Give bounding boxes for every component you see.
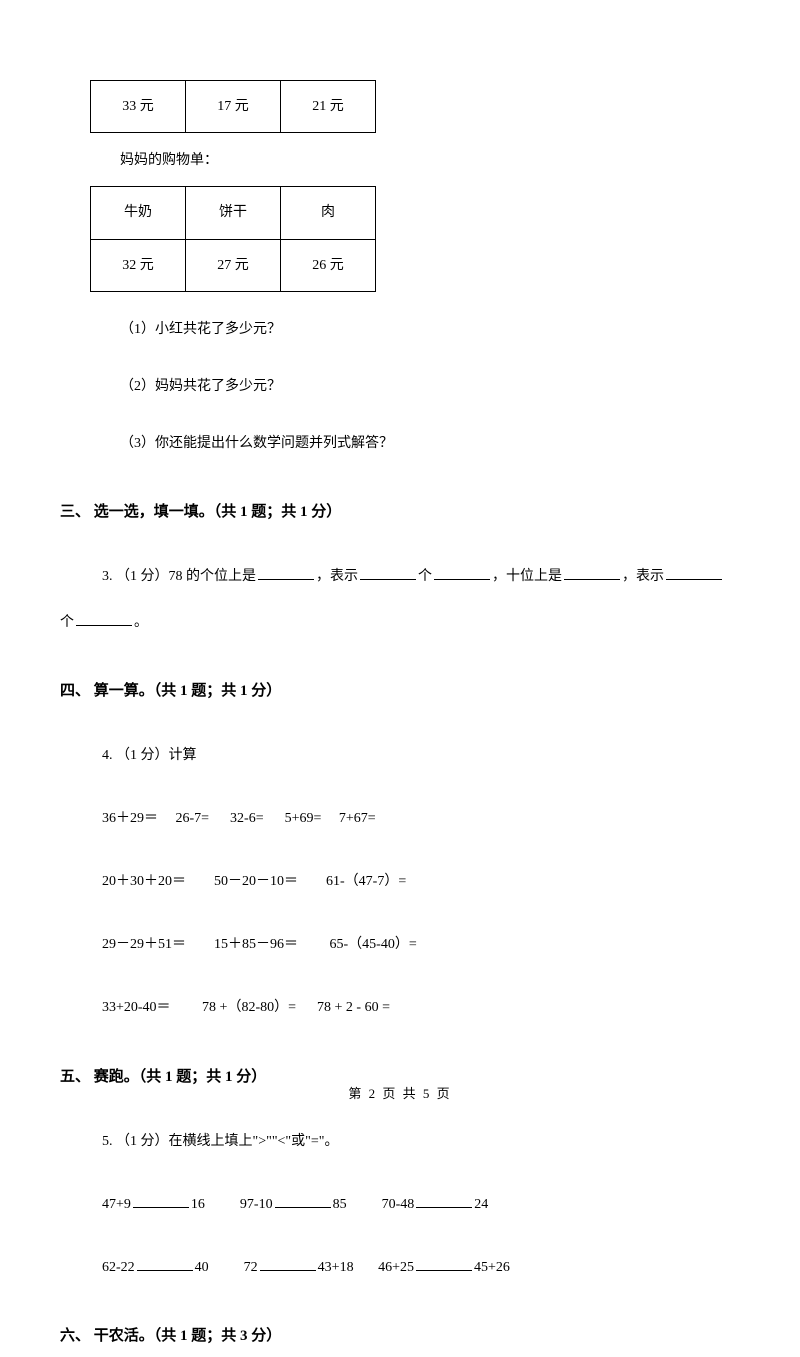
expr: 62-22 — [102, 1260, 135, 1275]
blank — [360, 566, 416, 580]
q3-text: 。 — [134, 615, 148, 630]
val: 45+26 — [474, 1260, 510, 1275]
sub-question-3: （3）你还能提出什么数学问题并列式解答？ — [120, 424, 740, 463]
blank — [275, 1194, 331, 1208]
table-cell: 27 元 — [186, 239, 281, 291]
table-cell: 17 元 — [186, 81, 281, 133]
section-3-heading: 三、 选一选，填一填。（共 1 题；共 1 分） — [60, 491, 740, 533]
expr: 97-10 — [240, 1197, 273, 1212]
expr: 46+25 — [378, 1260, 414, 1275]
question-3-cont: 个。 — [60, 603, 740, 642]
val: 24 — [474, 1197, 488, 1212]
expr: 70-48 — [382, 1197, 415, 1212]
table-cell: 牛奶 — [91, 187, 186, 239]
table-cell: 26 元 — [281, 239, 376, 291]
equation-row: 29－29＋51＝ 15＋85－96＝ 65-（45-40）= — [102, 925, 740, 964]
expr: 47+9 — [102, 1197, 131, 1212]
blank — [666, 566, 722, 580]
price-table-1: 33 元 17 元 21 元 — [90, 80, 376, 133]
val: 85 — [333, 1197, 347, 1212]
table-cell: 21 元 — [281, 81, 376, 133]
blank — [76, 612, 132, 626]
question-3: 3. （1 分）78 的个位上是 ，表示 个 ，十位上是 ，表示 — [102, 557, 740, 596]
table-cell: 饼干 — [186, 187, 281, 239]
blank — [416, 1194, 472, 1208]
table-caption: 妈妈的购物单： — [120, 141, 740, 180]
table-cell: 33 元 — [91, 81, 186, 133]
blank — [416, 1257, 472, 1271]
equation-row: 33+20-40＝ 78 +（82-80）= 78 + 2 - 60 = — [102, 988, 740, 1027]
blank — [434, 566, 490, 580]
blank — [260, 1257, 316, 1271]
q3-text: 个 — [418, 569, 432, 584]
val: 16 — [191, 1197, 205, 1212]
equation-row: 20＋30＋20＝ 50－20－10＝ 61-（47-7）= — [102, 862, 740, 901]
q3-text: 3. （1 分）78 的个位上是 — [102, 569, 256, 584]
page-content: 33 元 17 元 21 元 妈妈的购物单： 牛奶 饼干 肉 32 元 27 元… — [60, 80, 740, 1357]
table-cell: 32 元 — [91, 239, 186, 291]
sub-question-1: （1）小红共花了多少元？ — [120, 310, 740, 349]
val: 40 — [195, 1260, 209, 1275]
val: 43+18 — [318, 1260, 354, 1275]
q3-text: 个 — [60, 615, 74, 630]
equation-row: 36＋29＝ 26-7= 32-6= 5+69= 7+67= — [102, 799, 740, 838]
section-4-heading: 四、 算一算。（共 1 题；共 1 分） — [60, 670, 740, 712]
question-5-label: 5. （1 分）在横线上填上">""<"或"="。 — [102, 1122, 740, 1161]
q3-text: ，表示 — [622, 569, 664, 584]
q3-text: ，表示 — [316, 569, 358, 584]
blank — [137, 1257, 193, 1271]
section-6-heading: 六、 干农活。（共 1 题；共 3 分） — [60, 1315, 740, 1357]
blank — [258, 566, 314, 580]
page-footer: 第 2 页 共 5 页 — [0, 1083, 800, 1102]
q3-text: ，十位上是 — [492, 569, 562, 584]
sub-question-2: （2）妈妈共花了多少元？ — [120, 367, 740, 406]
compare-row-1: 47+9 16 97-10 85 70-48 24 — [102, 1185, 740, 1224]
shopping-table: 牛奶 饼干 肉 32 元 27 元 26 元 — [90, 186, 376, 291]
table-cell: 肉 — [281, 187, 376, 239]
compare-row-2: 62-22 40 72 43+18 46+25 45+26 — [102, 1248, 740, 1287]
expr: 72 — [244, 1260, 258, 1275]
question-4-label: 4. （1 分）计算 — [102, 736, 740, 775]
blank — [564, 566, 620, 580]
blank — [133, 1194, 189, 1208]
